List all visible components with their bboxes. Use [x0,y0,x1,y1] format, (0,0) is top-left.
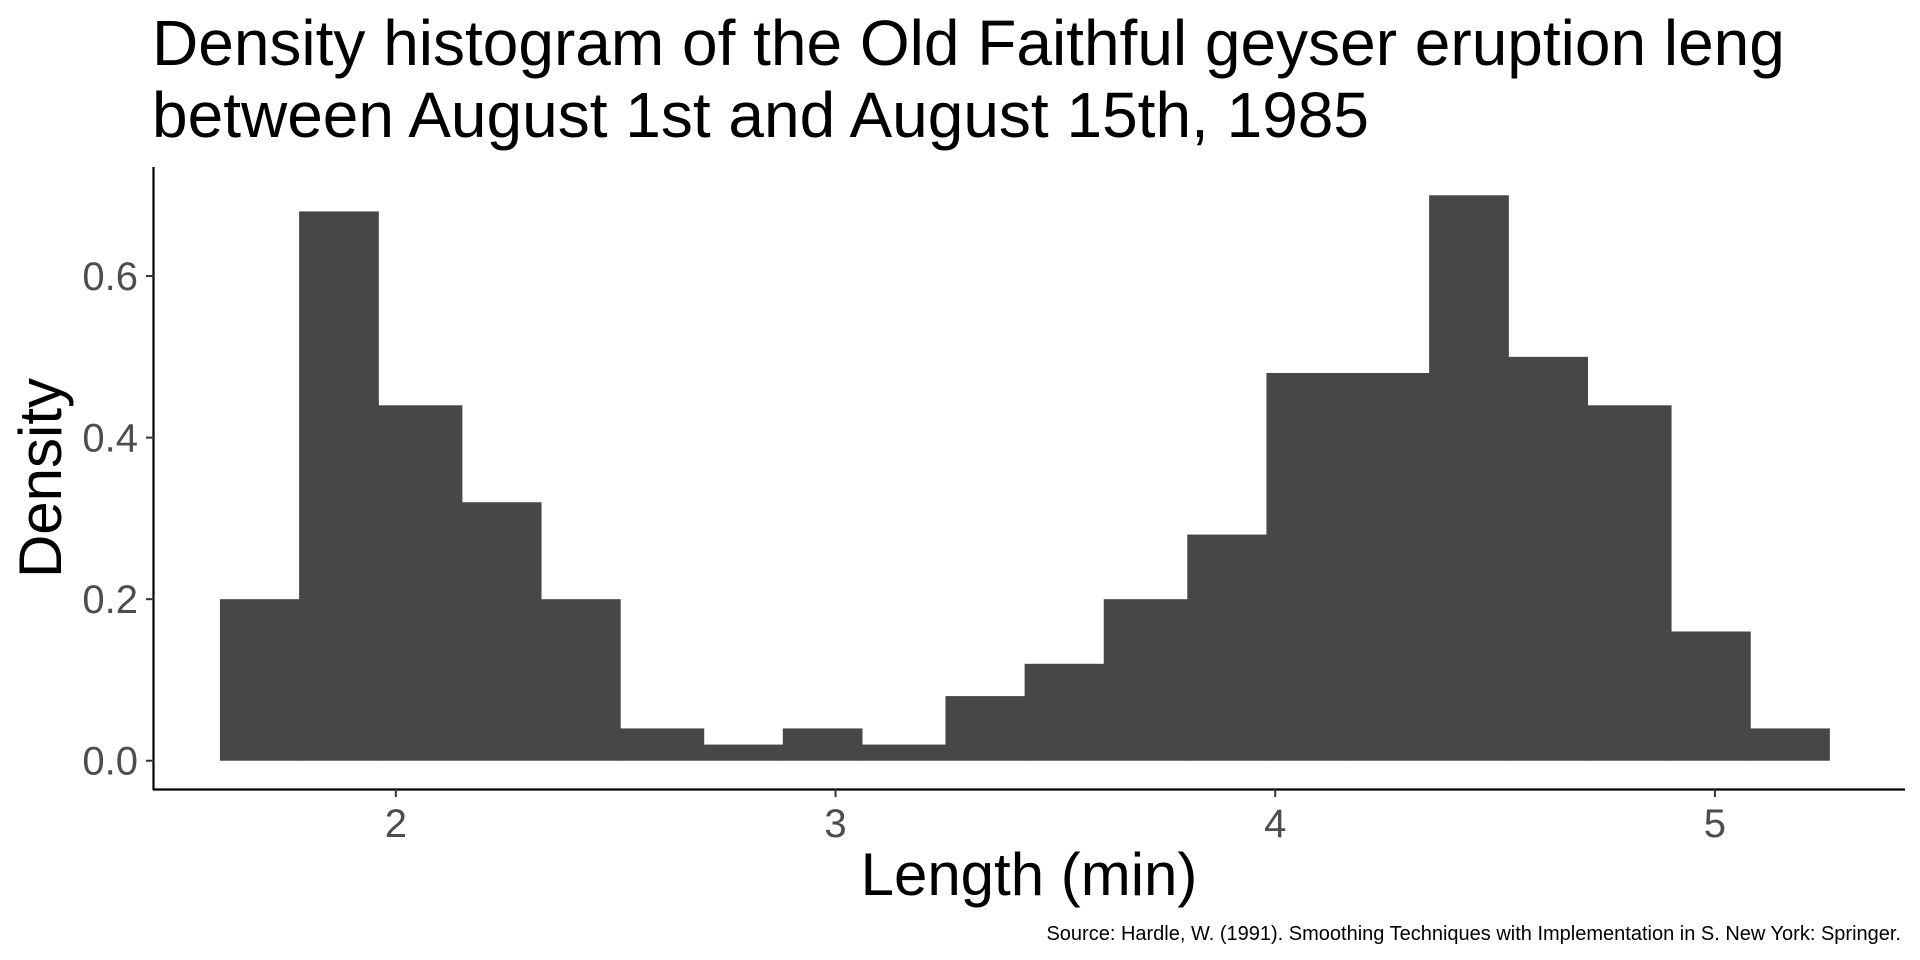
y-tick-label-0: 0.0 [82,740,138,784]
histogram-bar-7 [782,728,863,761]
histogram-bar-12 [1187,534,1268,761]
y-tick-label-2: 0.4 [82,417,138,461]
x-axis-ticks: 2 3 4 5 [385,789,1726,846]
y-tick-label-3: 0.6 [82,255,138,299]
histogram-bar-15 [1429,195,1509,761]
histogram-bar-6 [703,744,784,761]
histogram-bar-10 [1024,663,1105,761]
histogram-bar-3 [461,502,542,761]
x-tick-label-0: 2 [385,802,407,846]
x-tick-label-3: 5 [1704,802,1726,846]
histogram-bar-11 [1103,599,1188,761]
histogram-bar-19 [1750,728,1830,761]
histogram-bars [219,195,1830,761]
histogram-bar-8 [861,744,947,761]
y-axis-ticks: 0.0 0.2 0.4 0.6 [82,255,154,784]
histogram-bar-1 [299,211,379,761]
histogram-bar-17 [1587,405,1672,761]
histogram-bar-0 [219,599,300,761]
histogram-bar-5 [620,728,705,761]
histogram-bar-18 [1670,631,1751,761]
y-tick-label-1: 0.2 [82,578,138,622]
histogram-bar-2 [378,405,463,761]
histogram-bar-4 [540,599,621,761]
x-tick-label-1: 3 [824,802,846,846]
histogram-bar-14 [1345,372,1430,761]
x-axis-title: Length (min) [861,841,1198,908]
x-tick-label-2: 4 [1264,802,1286,846]
histogram-bar-16 [1508,356,1589,761]
source-caption: Source: Hardle, W. (1991). Smoothing Tec… [1046,923,1901,945]
chart-title-line-1: Density histogram of the Old Faithful ge… [152,7,1785,79]
chart-title-line-2: between August 1st and August 15th, 1985 [152,79,1369,151]
histogram-bar-9 [945,696,1026,761]
histogram-bar-13 [1266,372,1347,761]
y-axis-title: Density [7,378,74,578]
